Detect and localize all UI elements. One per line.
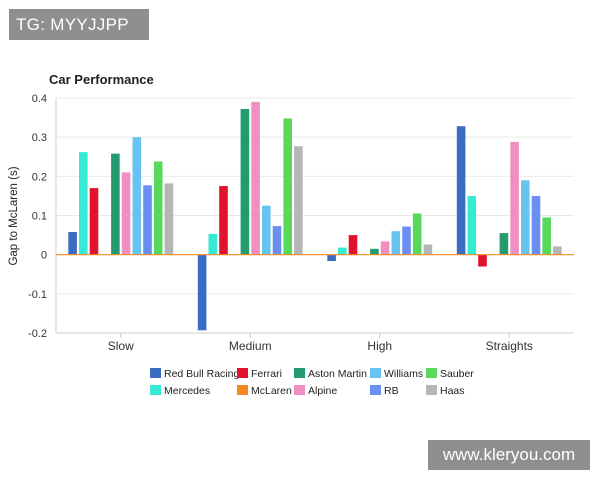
bar-haas-slow bbox=[164, 183, 174, 255]
bar-sauber-high bbox=[412, 213, 422, 255]
bar-rb-straights bbox=[531, 195, 541, 255]
bar-ferrari-high bbox=[348, 235, 358, 255]
bar-aston-martin-medium bbox=[240, 109, 250, 255]
bar-ferrari-slow bbox=[89, 188, 99, 255]
bar-haas-straights bbox=[553, 246, 562, 255]
legend-swatch-sauber bbox=[426, 368, 437, 378]
legend-label-haas: Haas bbox=[440, 385, 465, 397]
category-label: High bbox=[367, 339, 392, 353]
y-axis-label: Gap to McLaren (s) bbox=[8, 166, 20, 265]
bar-rb-high bbox=[402, 226, 411, 255]
legend-label-sauber: Sauber bbox=[440, 368, 474, 380]
y-tick-label: 0.2 bbox=[32, 171, 47, 183]
bar-mercedes-straights bbox=[467, 195, 477, 255]
bar-rb-slow bbox=[143, 185, 152, 255]
bar-williams-medium bbox=[262, 205, 271, 255]
legend-swatch-ferrari bbox=[237, 368, 248, 378]
legend-label-rb: RB bbox=[384, 385, 399, 397]
bar-williams-straights bbox=[521, 180, 530, 255]
bar-alpine-medium bbox=[251, 101, 260, 255]
bar-haas-medium bbox=[294, 146, 303, 255]
bar-aston-martin-high bbox=[370, 248, 379, 255]
watermark-bottom: www.kleryou.com bbox=[428, 440, 590, 470]
legend-swatch-red-bull-racing bbox=[150, 368, 161, 378]
category-label: Medium bbox=[229, 339, 272, 353]
legend-swatch-mclaren bbox=[237, 385, 248, 395]
bar-mercedes-slow bbox=[79, 152, 88, 255]
bar-aston-martin-slow bbox=[111, 153, 120, 255]
y-tick-label: -0.2 bbox=[28, 328, 47, 340]
bar-ferrari-medium bbox=[219, 186, 228, 255]
bar-mercedes-high bbox=[338, 247, 347, 255]
y-tick-label: 0.4 bbox=[32, 93, 47, 105]
bar-red-bull-racing-slow bbox=[68, 232, 77, 255]
legend-label-mclaren: McLaren bbox=[251, 385, 292, 397]
category-label: Straights bbox=[486, 339, 533, 353]
chart-title: Car Performance bbox=[49, 72, 154, 87]
y-tick-label: 0.3 bbox=[32, 132, 47, 144]
legend-swatch-mercedes bbox=[150, 385, 161, 395]
bar-sauber-straights bbox=[542, 217, 551, 255]
watermark-top: TG: MYYJJPP bbox=[9, 9, 149, 40]
y-tick-label: 0.1 bbox=[32, 211, 47, 223]
legend-swatch-aston-martin bbox=[294, 368, 305, 378]
bar-red-bull-racing-high bbox=[327, 254, 336, 261]
bar-williams-high bbox=[391, 231, 401, 255]
legend-label-aston-martin: Aston Martin bbox=[308, 368, 367, 380]
bar-sauber-slow bbox=[153, 161, 163, 255]
bar-red-bull-racing-medium bbox=[197, 254, 207, 331]
bar-red-bull-racing-straights bbox=[456, 126, 466, 255]
bar-haas-high bbox=[423, 244, 433, 255]
legend-label-ferrari: Ferrari bbox=[251, 368, 282, 380]
bar-alpine-straights bbox=[510, 141, 519, 255]
legend-label-mercedes: Mercedes bbox=[164, 385, 210, 397]
y-tick-label: 0 bbox=[41, 250, 47, 262]
legend-label-alpine: Alpine bbox=[308, 385, 337, 397]
legend-label-red-bull-racing: Red Bull Racing bbox=[164, 368, 239, 380]
bar-rb-medium bbox=[272, 226, 282, 255]
bar-alpine-slow bbox=[121, 172, 131, 255]
legend-swatch-rb bbox=[370, 385, 381, 395]
legend-swatch-haas bbox=[426, 385, 437, 395]
bar-mercedes-medium bbox=[208, 233, 218, 255]
legend-swatch-williams bbox=[370, 368, 381, 378]
bar-sauber-medium bbox=[283, 118, 292, 255]
bar-alpine-high bbox=[380, 241, 390, 255]
legend-swatch-alpine bbox=[294, 385, 305, 395]
category-label: Slow bbox=[108, 339, 134, 353]
bar-williams-slow bbox=[132, 137, 142, 255]
y-tick-label: -0.1 bbox=[28, 289, 47, 301]
legend-label-williams: Williams bbox=[384, 368, 423, 380]
bar-aston-martin-straights bbox=[499, 233, 509, 255]
bar-ferrari-straights bbox=[478, 254, 487, 267]
